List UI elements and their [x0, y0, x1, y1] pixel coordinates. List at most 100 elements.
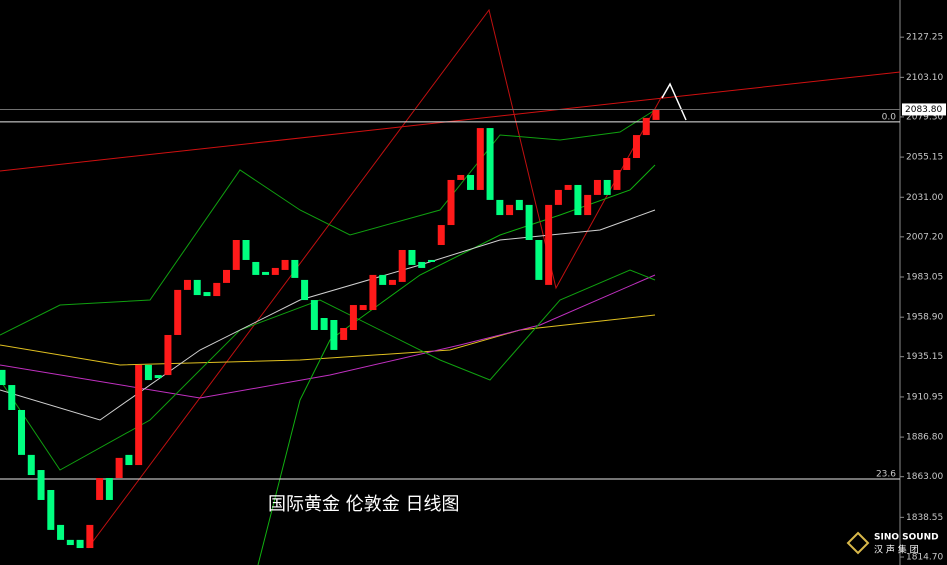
candle-body	[379, 274, 387, 285]
brand: SINO SOUND	[874, 533, 939, 543]
candle-body	[27, 454, 35, 476]
candle-body	[467, 174, 475, 190]
watermark: SINO SOUND 汉 声 集 团	[846, 531, 939, 556]
candle-body	[37, 470, 45, 500]
candle-body	[554, 189, 562, 205]
ma-line	[0, 314, 656, 366]
candle-body	[603, 179, 611, 195]
band-line	[0, 269, 656, 471]
candle-body	[340, 327, 348, 340]
candle-body	[18, 409, 26, 455]
candle-body	[96, 478, 104, 500]
fib-label: 0.0	[882, 112, 897, 122]
y-tick-label: 1958.90	[906, 313, 943, 323]
candle-body	[437, 225, 445, 245]
candle-body	[0, 369, 6, 386]
y-tick-label: 1935.15	[906, 352, 943, 362]
candle-body	[349, 305, 357, 330]
brand-subtitle: 汉 声 集 团	[874, 544, 919, 556]
y-tick-label: 1886.80	[906, 433, 943, 443]
candle-body	[496, 199, 504, 216]
candle-body	[125, 454, 133, 466]
candle-body	[193, 279, 201, 296]
candle-body	[613, 169, 621, 190]
candle-body	[242, 240, 250, 260]
candle-body	[252, 261, 260, 275]
y-tick-label: 2103.10	[906, 73, 943, 83]
candle-body	[183, 279, 191, 290]
candle-body	[223, 269, 231, 283]
price-box	[902, 103, 946, 116]
ma-line	[257, 164, 656, 565]
candle-body	[525, 204, 533, 241]
candle-body	[593, 179, 601, 195]
candle-body	[203, 292, 211, 297]
candle-body	[427, 259, 435, 262]
candle-body	[154, 375, 162, 379]
candle-body	[642, 117, 650, 136]
candle-body	[310, 300, 318, 330]
candle-body	[232, 240, 240, 270]
candle-body	[398, 249, 406, 282]
candle-body	[174, 289, 182, 335]
fib-label: 23.6	[876, 470, 896, 480]
arrow	[661, 82, 687, 121]
candle-body	[447, 179, 455, 226]
candle-body	[291, 259, 299, 278]
y-tick-label: 1863.00	[906, 472, 943, 482]
candle-body	[105, 478, 113, 500]
y-tick-label: 2055.15	[906, 153, 943, 163]
candle-body	[115, 457, 123, 479]
y-tick-label: 2127.25	[906, 33, 943, 43]
ma-line	[0, 274, 656, 399]
candle-body	[545, 204, 553, 285]
y-tick-label: 2007.20	[906, 232, 943, 242]
candle-body	[301, 279, 309, 301]
y-tick-label: 2031.00	[906, 193, 943, 203]
y-tick-label: 1910.95	[906, 392, 943, 402]
logo	[846, 531, 870, 555]
y-tick-label: 1814.70	[906, 553, 943, 563]
candle-body	[320, 318, 328, 330]
candle-body	[476, 128, 484, 190]
y-tick-label: 1983.05	[906, 273, 943, 283]
candle-body	[535, 240, 543, 280]
candle-body	[506, 204, 514, 216]
candle-body	[66, 539, 74, 546]
candle-body	[135, 364, 143, 466]
candle-body	[262, 271, 270, 275]
candle-body	[47, 489, 55, 530]
candle-body	[144, 364, 152, 381]
candle-body	[8, 385, 16, 410]
candle-body	[359, 305, 367, 311]
candle-body	[486, 128, 494, 200]
chart-title: 国际黄金 伦敦金 日线图	[268, 494, 459, 515]
ma-line	[0, 209, 656, 421]
candle-body	[408, 249, 416, 265]
candle-body	[271, 267, 279, 275]
candle-body	[564, 184, 572, 190]
y-tick-label: 1838.55	[906, 513, 943, 523]
price-label: 2083.80	[905, 105, 942, 115]
candle-body	[369, 274, 377, 311]
candle-body	[418, 261, 426, 268]
candle-body	[515, 199, 523, 211]
candle-body	[457, 174, 465, 180]
candle-body	[652, 109, 660, 120]
candle-body	[632, 135, 640, 159]
candle-body	[86, 524, 94, 549]
candle-body	[584, 194, 592, 216]
candle-body	[574, 184, 582, 216]
band-line	[0, 109, 656, 336]
y-tick-label: 2079.30	[906, 112, 943, 122]
candle-body	[164, 334, 172, 376]
candle-body	[281, 259, 289, 270]
candle-body	[330, 320, 338, 350]
candle-body	[388, 279, 396, 285]
candle-body	[76, 539, 84, 549]
candle-body	[623, 158, 631, 170]
candle-body	[213, 282, 221, 297]
candle-body	[57, 524, 65, 540]
